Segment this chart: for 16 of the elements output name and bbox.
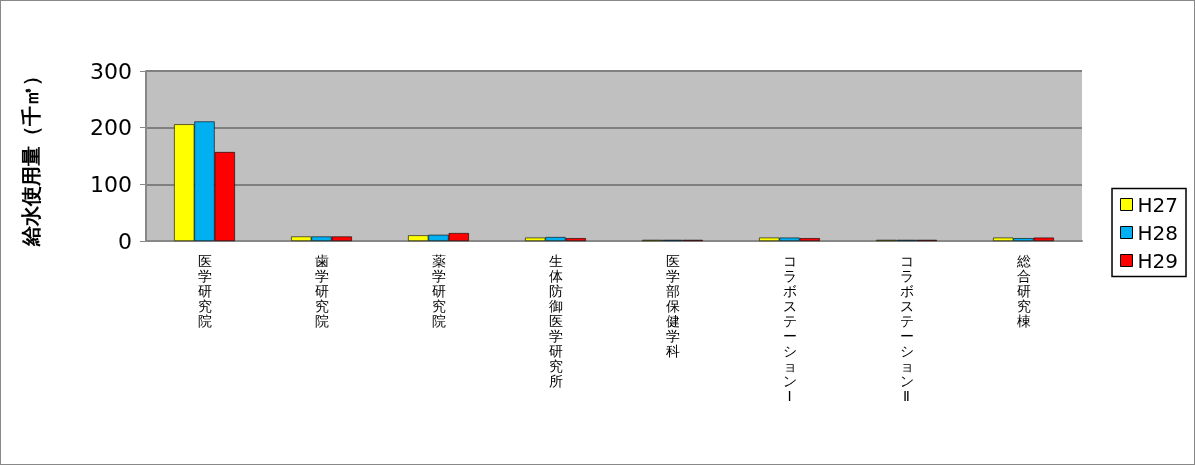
category-label: 生体防御医学研究所 [548, 252, 563, 389]
legend-label: H28 [1137, 220, 1179, 245]
y-tick-label: 300 [90, 58, 132, 84]
x-tick-label: 薬学研究院 [431, 252, 446, 329]
legend-label: H29 [1137, 248, 1179, 273]
category-label: コラボステーションⅠ [782, 252, 797, 404]
x-tick-label: 総合研究棟 [1015, 252, 1031, 329]
x-tick-label: 医学研究院 [197, 252, 212, 329]
legend-label: H27 [1137, 192, 1179, 217]
y-tick-label: 200 [90, 115, 132, 141]
x-tick-label: 歯学研究院 [314, 252, 329, 329]
category-label: コラボステーションⅡ [899, 252, 914, 404]
y-tick-label: 0 [118, 228, 132, 254]
y-tick-label: 100 [90, 171, 132, 197]
y-axis-title: 給水使用量（千㎥） [19, 66, 43, 247]
x-tick-label: 医学部保健学科 [665, 252, 680, 359]
